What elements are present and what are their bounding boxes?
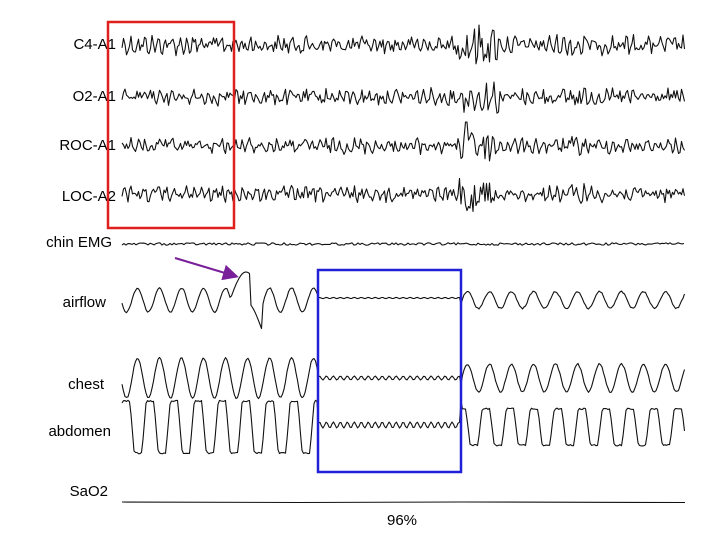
channel-label: chest — [68, 376, 105, 393]
chest-trace — [121, 356, 686, 400]
channel-label: C4-A1 — [73, 36, 116, 53]
eog-trace — [121, 121, 685, 162]
channel-label: O2-A1 — [73, 88, 116, 105]
channel-label: ROC-A1 — [59, 137, 116, 154]
traces — [121, 24, 686, 504]
channel-label: abdomen — [48, 423, 111, 440]
channel-labels: C4-A1 O2-A1 ROC-A1 LOC-A2 chin EMG airfl… — [46, 36, 116, 500]
sao2-trace — [121, 501, 686, 504]
abdomen-trace — [121, 399, 686, 455]
saturation-value: 96% — [387, 512, 417, 529]
highlight-box — [316, 268, 463, 474]
eeg-trace — [121, 24, 686, 65]
channel-label: LOC-A2 — [62, 188, 116, 205]
airflow-trace — [121, 271, 686, 330]
highlight-box — [106, 20, 236, 230]
channel-label: chin EMG — [46, 234, 112, 251]
emg-trace — [121, 242, 685, 246]
eeg-trace — [121, 81, 686, 114]
channel-label: SaO2 — [70, 483, 108, 500]
eog-trace — [121, 177, 686, 213]
arrow — [174, 257, 239, 281]
channel-label: airflow — [63, 294, 107, 311]
